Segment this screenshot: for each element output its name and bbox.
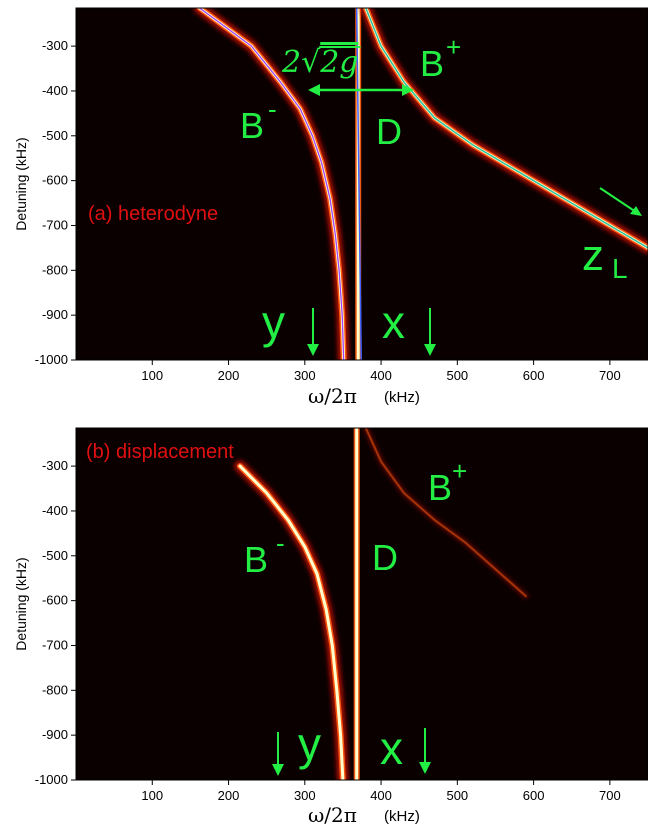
xtick-label: 600 — [523, 788, 545, 803]
panel-a-frame — [75, 7, 648, 361]
ytick-label: -600 — [42, 173, 68, 188]
ytick-label: -300 — [42, 458, 68, 473]
overlay-line-b-minus — [199, 8, 345, 360]
panel-a-x-label: x — [382, 296, 405, 348]
xtick-label: 200 — [218, 368, 240, 383]
panel-b: (b) displacement B - B + D y x -300 -400 -… — [13, 427, 648, 827]
xtick-label: 600 — [523, 368, 545, 383]
panel-b-branch-bminus — [234, 460, 349, 780]
branch-core — [238, 464, 345, 780]
ytick-label: -800 — [42, 262, 68, 277]
ytick-label: -900 — [42, 727, 68, 742]
panel-a-y-label: y — [262, 296, 285, 348]
panel-b-x-arrow — [419, 728, 431, 774]
ytick-label: -400 — [42, 83, 68, 98]
panel-a-d-label: D — [376, 111, 402, 152]
panel-b-ylabel: Detuning (kHz) — [13, 557, 29, 650]
panel-a-b-minus-sup: - — [268, 94, 277, 124]
ytick-label: -400 — [42, 503, 68, 518]
xtick-label: 100 — [141, 788, 163, 803]
panel-b-b-minus-label: B — [244, 539, 268, 580]
panel-a-x-arrow — [424, 308, 436, 356]
xtick-label: 200 — [218, 788, 240, 803]
overlay-line-d — [355, 8, 362, 360]
panel-a-xlabel: ω/2π — [308, 384, 357, 408]
panel-b-x-label: x — [380, 722, 403, 774]
panel-a-title: (a) heterodyne — [88, 203, 218, 225]
ytick-label: -600 — [42, 593, 68, 608]
panel-a-b-minus-label: B — [240, 105, 264, 146]
xtick-label: 300 — [294, 788, 316, 803]
panel-b-frame — [75, 427, 648, 781]
panel-b-d-label: D — [372, 537, 398, 578]
overlay-line-b-plus — [365, 8, 648, 249]
xtick-label: 700 — [599, 788, 621, 803]
panel-a-splitting-arrow — [308, 84, 414, 96]
panel-b-branches — [234, 428, 529, 780]
ytick-label: -500 — [42, 128, 68, 143]
ytick-label: -800 — [42, 682, 68, 697]
xtick-label: 300 — [294, 368, 316, 383]
panel-b-xunit: (kHz) — [384, 808, 420, 825]
panel-a-b-plus-sup: + — [446, 32, 461, 62]
panel-a-overlays — [199, 8, 648, 360]
panel-a-zl-sub: L — [612, 253, 628, 284]
ytick-label: -900 — [42, 307, 68, 322]
xtick-label: 100 — [141, 368, 163, 383]
xtick-label: 500 — [446, 788, 468, 803]
ytick-label: -500 — [42, 548, 68, 563]
panel-b-xlabel: ω/2π — [308, 803, 357, 827]
panel-a-zl-arrow — [599, 187, 642, 216]
panel-a: (a) heterodyne 2√2g B - B + D z L y x -3… — [13, 7, 648, 408]
panel-b-y-label: y — [298, 718, 321, 770]
xtick-label: 700 — [599, 368, 621, 383]
panel-b-b-plus-label: B — [428, 467, 452, 508]
ytick-label: -300 — [42, 38, 68, 53]
panel-b-branch-bplus — [363, 428, 529, 599]
ytick-label: -700 — [42, 217, 68, 232]
xtick-label: 400 — [370, 788, 392, 803]
xtick-label: 400 — [370, 368, 392, 383]
panel-b-b-plus-sup: + — [452, 456, 467, 486]
xtick-label: 500 — [446, 368, 468, 383]
panel-a-ylabel: Detuning (kHz) — [13, 137, 29, 230]
ytick-label: -700 — [42, 637, 68, 652]
panel-b-b-minus-sup: - — [276, 528, 285, 558]
panel-b-y-arrow — [272, 732, 284, 776]
panel-a-xunit: (kHz) — [384, 389, 420, 406]
ytick-label: -1000 — [35, 352, 68, 367]
panel-a-splitting-label: 2√2g — [281, 45, 359, 80]
ytick-label: -1000 — [35, 772, 68, 787]
panel-b-title: (b) displacement — [86, 441, 234, 463]
panel-a-zl-label: z — [582, 231, 604, 280]
panel-a-b-plus-label: B — [420, 43, 444, 84]
branch-mid — [364, 428, 527, 598]
panel-a-y-arrow — [307, 308, 319, 356]
